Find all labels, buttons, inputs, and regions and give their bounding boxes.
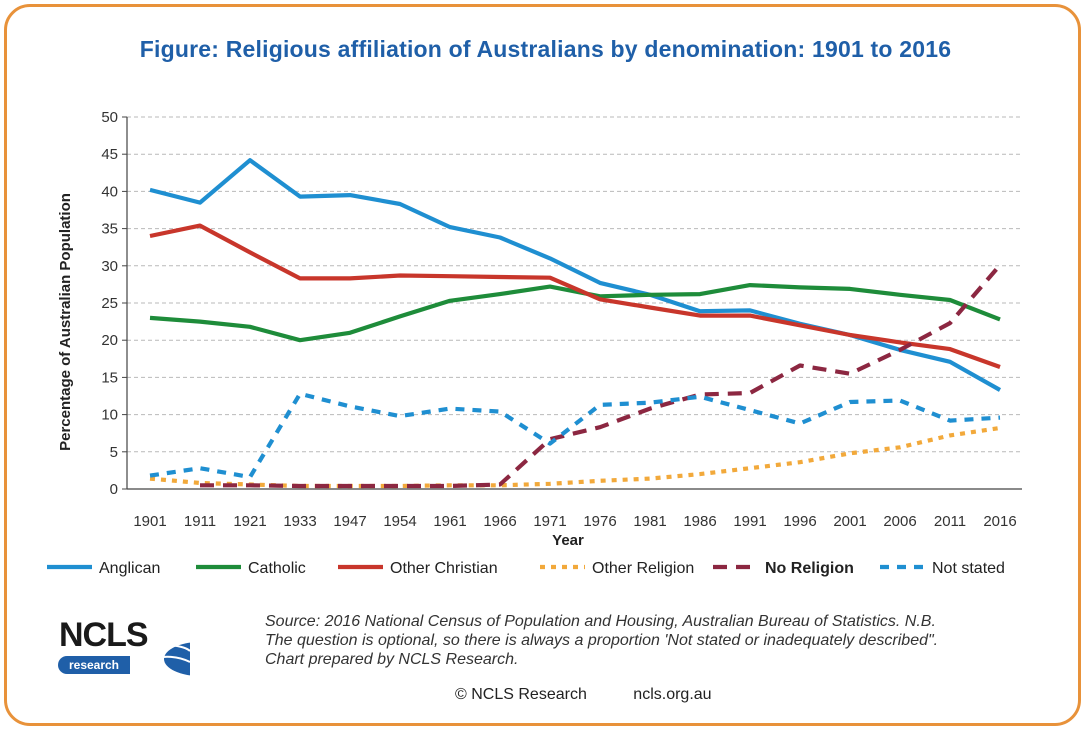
footer: © NCLS Research ncls.org.au — [455, 686, 712, 704]
chart-title: Figure: Religious affiliation of Austral… — [139, 36, 952, 62]
chart-frame — [4, 4, 1081, 726]
series-line-1 — [149, 283, 1001, 343]
y-tick-label: 20 — [101, 332, 118, 349]
legend-label: Not stated — [932, 560, 1005, 577]
x-tick-label: 1921 — [233, 513, 266, 530]
y-tick-label: 45 — [101, 146, 118, 163]
y-tick-label: 40 — [101, 183, 118, 200]
x-tick-label: 1966 — [483, 513, 516, 530]
y-tick-label: 10 — [101, 407, 118, 424]
y-tick-label: 15 — [101, 369, 118, 386]
logo-globe-icon — [141, 642, 190, 676]
axes: 0 5 10 15 20 25 30 35 40 45 50 1901 1911 1921 1933 1947… — [101, 109, 1022, 530]
logo-wordmark: NCLS — [59, 616, 149, 654]
y-tick-label: 50 — [101, 109, 118, 126]
series-line-3 — [149, 425, 1001, 489]
y-axis-label: Percentage of Australian Population — [57, 193, 74, 451]
series-line-0 — [149, 158, 1002, 392]
legend-label: Other Religion — [592, 560, 694, 577]
x-tick-label: 1976 — [583, 513, 616, 530]
y-tick-label: 35 — [101, 221, 118, 238]
series-line-4 — [200, 263, 1002, 489]
series-line-5 — [149, 391, 1001, 480]
x-tick-label: 1901 — [133, 513, 166, 530]
x-tick-label: 2016 — [983, 513, 1016, 530]
y-tick-label: 0 — [110, 481, 118, 498]
series-lines — [149, 158, 1002, 489]
website-link[interactable]: ncls.org.au — [633, 686, 712, 703]
legend-label: Anglican — [99, 560, 160, 577]
source-note: Source: 2016 National Census of Populati… — [265, 613, 939, 668]
x-axis-label: Year — [552, 532, 584, 549]
ncls-logo: NCLS research — [50, 616, 190, 678]
legend-label: Other Christian — [390, 560, 498, 577]
series-line-2 — [149, 223, 1001, 369]
x-tick-label: 1981 — [633, 513, 666, 530]
logo-subtitle: research — [58, 656, 130, 674]
y-tick-label: 5 — [110, 444, 118, 461]
y-tick-label: 25 — [101, 295, 118, 312]
legend-label: Catholic — [248, 560, 306, 577]
x-tick-label: 1954 — [383, 513, 416, 530]
x-tick-label: 1996 — [783, 513, 816, 530]
legend-label: No Religion — [765, 560, 854, 577]
x-tick-label: 2006 — [883, 513, 916, 530]
x-tick-label: 2001 — [833, 513, 866, 530]
y-tick-label: 30 — [101, 258, 118, 275]
x-tick-label: 1933 — [283, 513, 316, 530]
legend: Anglican Catholic Other Christian Other Rel… — [47, 560, 1005, 577]
x-tick-label: 1961 — [433, 513, 466, 530]
x-tick-label: 1947 — [333, 513, 366, 530]
x-tick-label: 1986 — [683, 513, 716, 530]
copyright-text: © NCLS Research — [455, 686, 587, 703]
x-tick-label: 1911 — [184, 513, 216, 530]
x-tick-label: 2011 — [934, 513, 966, 530]
x-tick-label: 1971 — [533, 513, 566, 530]
x-tick-label: 1991 — [733, 513, 766, 530]
